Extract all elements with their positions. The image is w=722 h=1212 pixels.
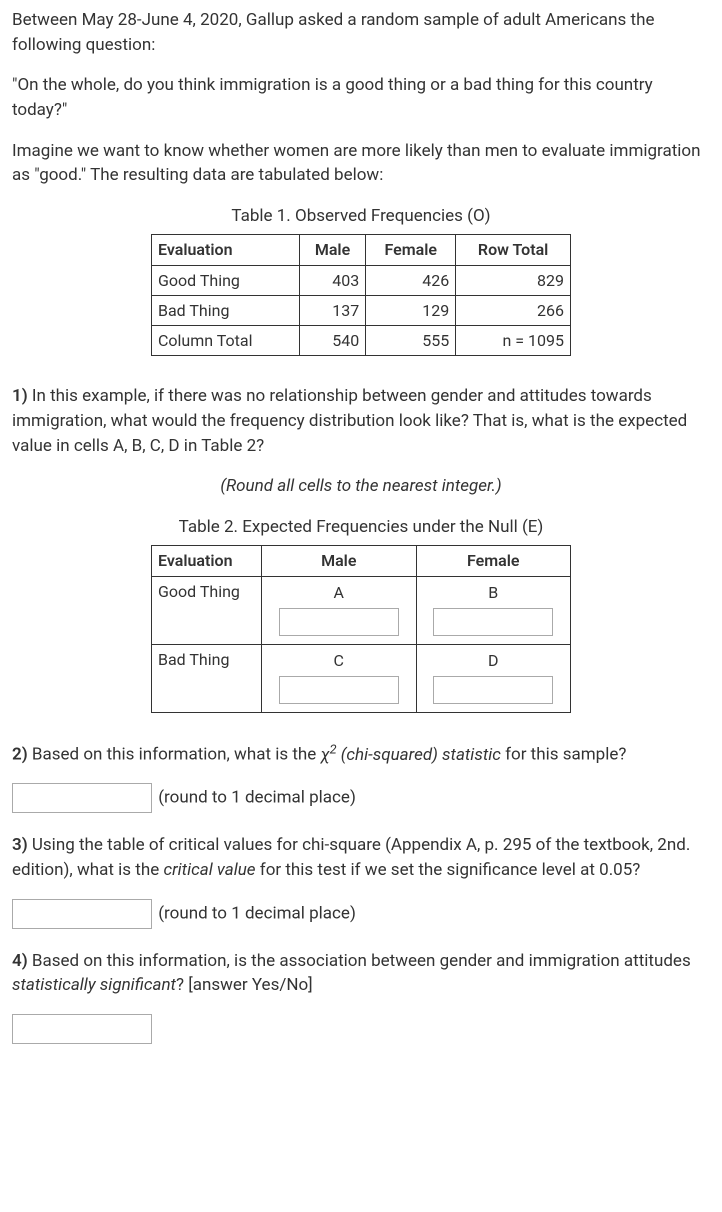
table1-col-evaluation: Evaluation [152, 235, 300, 265]
cell-a-letter: A [268, 581, 410, 604]
table1-header-row: Evaluation Male Female Row Total [152, 235, 571, 265]
table1-row3-label: Column Total [152, 326, 300, 356]
chi-squared-symbol: χ2 (chi-squared) statistic [321, 745, 501, 765]
intro-paragraph-1: Between May 28-June 4, 2020, Gallup aske… [12, 8, 710, 57]
question-1: 1) In this example, if there was no rela… [12, 384, 710, 458]
q2-answer-row: (round to 1 decimal place) [12, 783, 710, 813]
table1-observed: Evaluation Male Female Row Total Good Th… [151, 234, 571, 356]
chi-sup: 2 [330, 742, 337, 757]
table2-row1-label: Good Thing [152, 576, 262, 644]
cell-c-input[interactable] [279, 676, 399, 704]
table2-cell-b: B [416, 576, 571, 644]
q2-number: 2) [12, 745, 28, 765]
table1-row3-total: n = 1095 [456, 326, 571, 356]
table2-col-female: Female [416, 546, 571, 576]
q3-critical: critical value [163, 860, 255, 880]
q3-number: 3) [12, 835, 28, 855]
table-row: Bad Thing C D [152, 644, 571, 712]
table1-caption: Table 1. Observed Frequencies (O) [12, 204, 710, 229]
q3-text-b: for this test if we set the significance… [256, 860, 641, 880]
table2-col-evaluation: Evaluation [152, 546, 262, 576]
q2-hint: (round to 1 decimal place) [158, 788, 356, 808]
q2-input[interactable] [12, 783, 152, 813]
intro-paragraph-2: "On the whole, do you think immigration … [12, 73, 710, 122]
cell-c-letter: C [268, 649, 410, 672]
cell-d-letter: D [423, 649, 565, 672]
cell-b-input[interactable] [433, 608, 553, 636]
q1-number: 1) [12, 386, 28, 406]
table1-col-male: Male [299, 235, 365, 265]
intro-paragraph-3: Imagine we want to know whether women ar… [12, 139, 710, 188]
table2-col-male: Male [262, 546, 417, 576]
table1-row2-male: 137 [299, 295, 365, 325]
table2-row2-label: Bad Thing [152, 644, 262, 712]
q4-text-b: ? [answer Yes/No] [176, 975, 313, 995]
q4-sig: statistically significant [12, 975, 176, 995]
question-3: 3) Using the table of critical values fo… [12, 833, 710, 882]
table1-col-rowtotal: Row Total [456, 235, 571, 265]
q1-text: In this example, if there was no relatio… [12, 386, 687, 455]
table2-caption: Table 2. Expected Frequencies under the … [12, 515, 710, 540]
table1-row1-label: Good Thing [152, 265, 300, 295]
cell-a-input[interactable] [279, 608, 399, 636]
q3-answer-row: (round to 1 decimal place) [12, 899, 710, 929]
table1-row1-total: 829 [456, 265, 571, 295]
q1-hint: (Round all cells to the nearest integer.… [12, 474, 710, 499]
q2-text-before: Based on this information, what is the [28, 745, 321, 765]
table2-expected: Evaluation Male Female Good Thing A B Ba… [151, 545, 571, 713]
chi-var: χ [321, 745, 330, 765]
table2-cell-a: A [262, 576, 417, 644]
cell-b-letter: B [423, 581, 565, 604]
table1-row1-female: 426 [366, 265, 456, 295]
q3-input[interactable] [12, 899, 152, 929]
table2-header-row: Evaluation Male Female [152, 546, 571, 576]
table-row: Good Thing A B [152, 576, 571, 644]
q4-answer-row [12, 1014, 710, 1044]
table2-cell-d: D [416, 644, 571, 712]
table-row: Column Total 540 555 n = 1095 [152, 326, 571, 356]
q3-hint: (round to 1 decimal place) [158, 903, 356, 923]
table1-row1-male: 403 [299, 265, 365, 295]
table1-row3-female: 555 [366, 326, 456, 356]
table1-row2-label: Bad Thing [152, 295, 300, 325]
table-row: Good Thing 403 426 829 [152, 265, 571, 295]
table1-row2-total: 266 [456, 295, 571, 325]
q4-input[interactable] [12, 1014, 152, 1044]
q4-text-a: Based on this information, is the associ… [28, 951, 691, 971]
q2-text-after: for this sample? [501, 745, 627, 765]
table2-cell-c: C [262, 644, 417, 712]
chi-rest: (chi-squared) statistic [337, 745, 501, 765]
table1-row3-male: 540 [299, 326, 365, 356]
table1-col-female: Female [366, 235, 456, 265]
q4-number: 4) [12, 951, 28, 971]
table-row: Bad Thing 137 129 266 [152, 295, 571, 325]
question-4: 4) Based on this information, is the ass… [12, 949, 710, 998]
cell-d-input[interactable] [433, 676, 553, 704]
question-2: 2) Based on this information, what is th… [12, 741, 710, 767]
table1-row2-female: 129 [366, 295, 456, 325]
